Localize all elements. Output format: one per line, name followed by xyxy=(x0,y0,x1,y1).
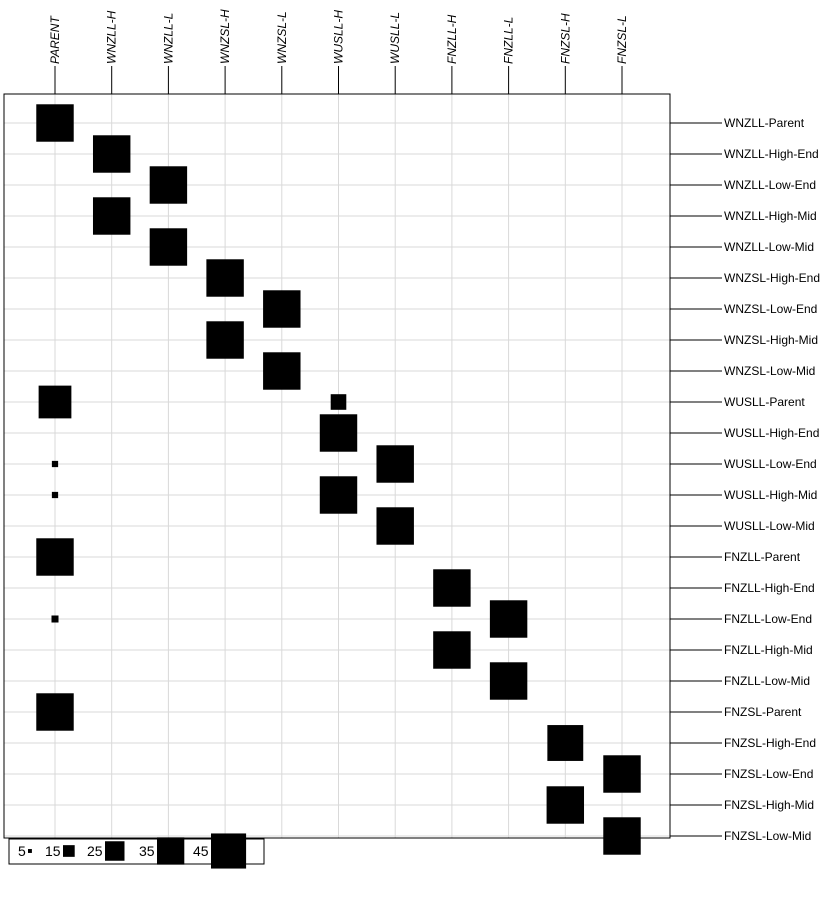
row-label-wnzsl-low-end: WNZSL-Low-End xyxy=(724,302,817,316)
legend-square-45 xyxy=(211,833,247,869)
row-label-fnzsl-high-end: FNZSL-High-End xyxy=(724,736,816,750)
legend-label-45: 45 xyxy=(193,843,209,859)
legend-label-35: 35 xyxy=(139,843,155,859)
square-wnzsl-high-mid-wnzsl-h xyxy=(206,321,244,359)
square-wnzll-high-end-wnzll-h xyxy=(92,135,131,173)
legend-square-25 xyxy=(105,841,125,861)
square-fnzll-high-end-fnzll-h xyxy=(433,569,471,607)
col-label-wnzsl-h: WNZSL-H xyxy=(218,9,232,64)
col-label-wusll-h: WUSLL-H xyxy=(332,10,346,64)
square-wnzll-low-end-wnzll-l xyxy=(149,166,188,204)
legend-label-25: 25 xyxy=(87,843,103,859)
grid-lines xyxy=(4,94,670,838)
legend-label-5: 5 xyxy=(18,843,26,859)
square-wnzsl-high-end-wnzsl-h xyxy=(206,259,244,297)
row-label-wnzsl-low-mid: WNZSL-Low-Mid xyxy=(724,364,815,378)
square-wusll-high-mid-wusll-h xyxy=(319,476,358,514)
col-label-fnzll-h: FNZLL-H xyxy=(445,14,459,64)
row-labels: WNZLL-Parent WNZLL-High-End WNZLL-Low-End W… xyxy=(670,116,820,843)
square-wusll-parent-parent xyxy=(38,385,72,419)
row-label-wusll-high-end: WUSLL-High-End xyxy=(724,426,819,440)
square-wnzll-high-mid-wnzll-h xyxy=(92,197,131,235)
square-fnzll-low-mid-fnzll-l xyxy=(489,662,528,700)
row-label-wnzsl-high-end: WNZSL-High-End xyxy=(724,271,820,285)
square-fnzsl-parent-parent xyxy=(36,693,74,731)
legend-square-15 xyxy=(63,845,75,857)
col-label-parent: PARENT xyxy=(48,15,62,64)
row-label-fnzll-high-end: FNZLL-High-End xyxy=(724,581,815,595)
data-squares xyxy=(36,104,641,855)
row-label-wnzll-high-mid: WNZLL-High-Mid xyxy=(724,209,817,223)
square-fnzsl-high-end-fnzsl-h xyxy=(547,725,584,761)
row-label-wusll-parent: WUSLL-Parent xyxy=(724,395,805,409)
legend-label-15: 15 xyxy=(45,843,61,859)
column-labels: PARENT WNZLL-H WNZLL-L WNZSL-H WNZSL-L WUSLL-… xyxy=(48,9,629,94)
row-label-fnzsl-parent: FNZSL-Parent xyxy=(724,705,802,719)
col-label-wnzll-l: WNZLL-L xyxy=(161,13,175,64)
square-wusll-low-end-wusll-l xyxy=(376,445,414,483)
row-label-wusll-high-mid: WUSLL-High-Mid xyxy=(724,488,817,502)
row-label-fnzsl-low-end: FNZSL-Low-End xyxy=(724,767,813,781)
square-wnzll-low-mid-wnzll-l xyxy=(149,228,188,266)
legend-square-5 xyxy=(28,849,32,853)
square-fnzsl-low-end-fnzsl-l xyxy=(603,755,641,793)
col-label-fnzll-l: FNZLL-L xyxy=(502,17,516,64)
square-fnzll-parent-parent xyxy=(36,538,74,576)
row-label-fnzsl-low-mid: FNZSL-Low-Mid xyxy=(724,829,811,843)
row-label-wusll-low-end: WUSLL-Low-End xyxy=(724,457,817,471)
legend-box xyxy=(8,838,265,865)
square-fnzll-high-mid-fnzll-h xyxy=(433,631,471,669)
col-label-wusll-l: WUSLL-L xyxy=(388,12,402,64)
row-label-fnzsl-high-mid: FNZSL-High-Mid xyxy=(724,798,814,812)
row-label-wnzll-low-mid: WNZLL-Low-Mid xyxy=(724,240,814,254)
row-label-fnzll-low-mid: FNZLL-Low-Mid xyxy=(724,674,810,688)
square-wusll-parent-wusll-h xyxy=(330,394,347,410)
square-wnzsl-low-mid-wnzsl-l xyxy=(263,352,301,390)
row-label-wnzll-parent: WNZLL-Parent xyxy=(724,116,805,130)
square-wusll-high-end-wusll-h xyxy=(319,414,358,452)
square-wusll-low-mid-wusll-l xyxy=(376,507,414,545)
row-label-wnzll-low-end: WNZLL-Low-End xyxy=(724,178,816,192)
col-label-wnzsl-l: WNZSL-L xyxy=(275,11,289,64)
row-label-fnzll-parent: FNZLL-Parent xyxy=(724,550,801,564)
square-wusll-low-end-parent xyxy=(51,460,59,468)
plot-frame xyxy=(3,93,671,839)
square-fnzll-low-end-parent xyxy=(51,615,59,623)
row-label-wusll-low-mid: WUSLL-Low-Mid xyxy=(724,519,815,533)
col-label-fnzsl-h: FNZSL-H xyxy=(558,13,572,64)
square-fnzll-low-end-fnzll-l xyxy=(489,600,528,638)
square-fnzsl-low-mid-fnzsl-l xyxy=(603,817,641,855)
square-fnzsl-high-mid-fnzsl-h xyxy=(546,786,585,824)
row-label-wnzsl-high-mid: WNZSL-High-Mid xyxy=(724,333,818,347)
square-wnzsl-low-end-wnzsl-l xyxy=(263,290,301,328)
square-wnzll-parent-parent xyxy=(36,104,74,142)
size-legend: 5 15 25 35 45 xyxy=(8,833,265,869)
col-label-fnzsl-l: FNZSL-L xyxy=(615,15,629,64)
row-label-fnzll-low-end: FNZLL-Low-End xyxy=(724,612,812,626)
row-label-wnzll-high-end: WNZLL-High-End xyxy=(724,147,819,161)
square-wusll-high-mid-parent xyxy=(51,491,59,499)
row-label-fnzll-high-mid: FNZLL-High-Mid xyxy=(724,643,813,657)
legend-square-35 xyxy=(157,837,185,865)
col-label-wnzll-h: WNZLL-H xyxy=(105,10,119,64)
